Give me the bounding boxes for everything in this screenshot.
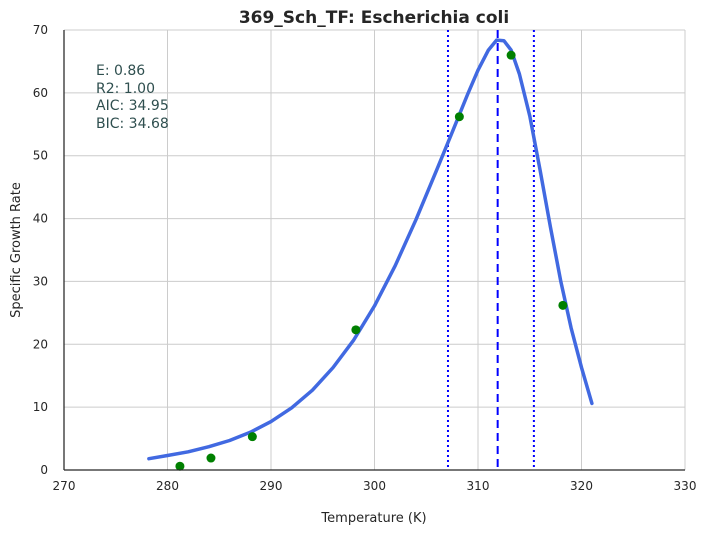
data-point-6 [558, 300, 568, 310]
y-tick-0: 0 [40, 463, 48, 477]
x-axis-label: Temperature (K) [320, 511, 426, 526]
x-tick-2: 290 [260, 479, 283, 493]
reference-lines [446, 30, 535, 470]
x-tick-5: 320 [570, 479, 593, 493]
stat-e: E: 0.86 [96, 63, 145, 79]
y-tick-1: 10 [33, 400, 48, 414]
y-tick-3: 30 [33, 274, 48, 288]
x-tick-labels: 270 280 290 300 310 320 330 [53, 479, 697, 493]
stat-bic: BIC: 34.68 [96, 116, 169, 132]
data-points [175, 50, 568, 471]
stats-annotation: E: 0.86 R2: 1.00 AIC: 34.95 BIC: 34.68 [96, 63, 169, 132]
y-tick-6: 60 [33, 86, 48, 100]
stat-r2: R2: 1.00 [96, 81, 155, 97]
y-tick-labels: 0 10 20 30 40 50 60 70 [33, 23, 48, 477]
chart-title: 369_Sch_TF: Escherichia coli [239, 8, 509, 28]
x-tick-6: 330 [674, 479, 697, 493]
fitted-curve [147, 38, 594, 461]
data-point-1 [206, 453, 216, 463]
x-tick-0: 270 [53, 479, 76, 493]
data-point-3 [351, 325, 361, 335]
data-point-5 [506, 50, 516, 60]
data-point-2 [247, 432, 257, 442]
x-tick-1: 280 [156, 479, 179, 493]
y-tick-4: 40 [33, 212, 48, 226]
y-tick-2: 20 [33, 337, 48, 351]
x-tick-3: 300 [363, 479, 386, 493]
data-point-4 [454, 112, 464, 122]
x-tick-4: 310 [467, 479, 490, 493]
y-tick-5: 50 [33, 149, 48, 163]
data-point-0 [175, 461, 185, 471]
grid [64, 29, 686, 470]
axes [63, 30, 685, 471]
stat-aic: AIC: 34.95 [96, 98, 169, 114]
y-axis-label: Specific Growth Rate [9, 182, 24, 318]
y-tick-7: 70 [33, 23, 48, 37]
